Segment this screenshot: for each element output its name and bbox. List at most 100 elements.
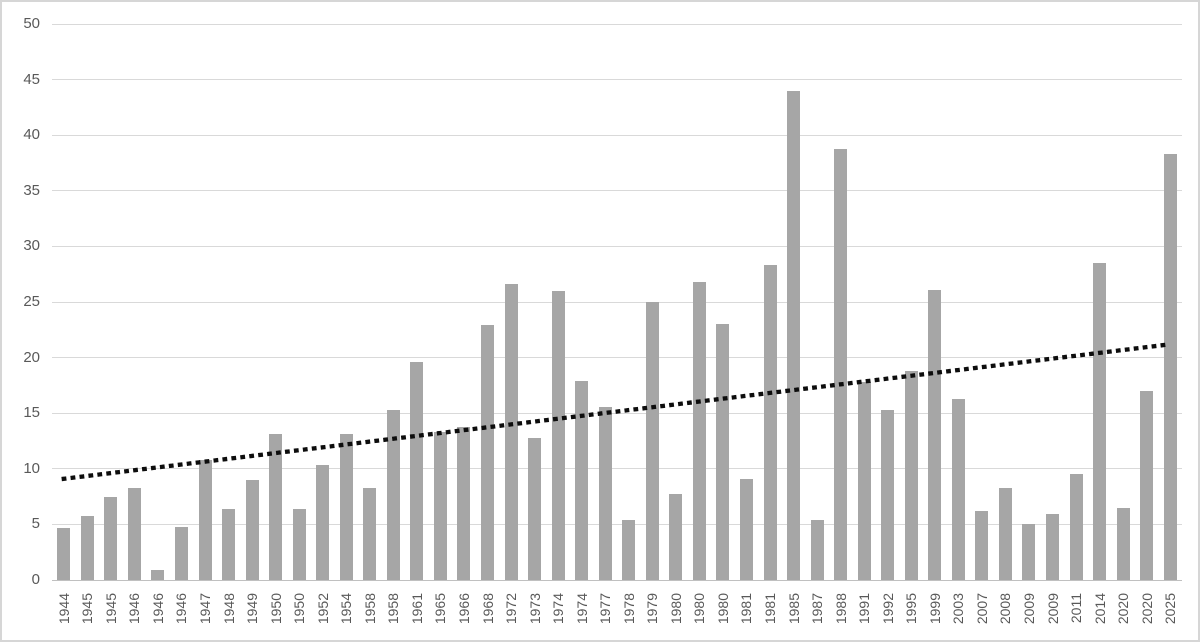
bar-1958-13 [363, 487, 377, 580]
gridline [52, 468, 1182, 470]
bar-1992-35 [881, 409, 895, 580]
bar-2014-44 [1093, 263, 1107, 580]
bar-1944-0 [57, 527, 71, 580]
x-axis-tick-label: 1965 [432, 593, 449, 625]
x-axis-tick-label: 1946 [149, 593, 166, 625]
bar-1949-8 [245, 479, 259, 580]
y-axis-tick-label: 50 [23, 15, 40, 32]
x-axis-tick-label: 1981 [738, 593, 755, 625]
x-axis-tick-label: 1977 [597, 593, 614, 625]
x-axis-tick-label: 1988 [832, 593, 849, 625]
bar-1988-33 [834, 148, 848, 580]
x-axis-tick-label: 1949 [244, 593, 261, 625]
x-axis-tick-label: 1950 [291, 593, 308, 625]
bar-1974-22 [575, 380, 589, 580]
bar-1948-7 [222, 508, 236, 580]
x-axis-tick-label: 1987 [809, 593, 826, 625]
x-axis-tick-label: 1978 [620, 593, 637, 625]
trendline [61, 341, 1173, 482]
y-axis-tick-label: 30 [23, 237, 40, 255]
bar-2008-40 [998, 487, 1012, 580]
x-axis-tick-label: 2020 [1138, 593, 1155, 625]
x-axis-line [52, 579, 1182, 581]
bar-2007-39 [975, 511, 989, 580]
bar-1954-12 [339, 434, 353, 580]
x-axis-tick-label: 1979 [644, 593, 661, 625]
bar-1947-6 [198, 459, 212, 580]
bar-2003-38 [951, 398, 965, 580]
bar-1961-15 [410, 362, 424, 580]
bar-1965-16 [433, 432, 447, 580]
bar-1952-11 [316, 465, 330, 580]
x-axis-tick-label: 1980 [691, 593, 708, 625]
bar-1991-34 [857, 382, 871, 580]
gridline [52, 134, 1182, 136]
bar-2020-45 [1116, 507, 1130, 580]
x-axis-tick-label: 1991 [856, 593, 873, 625]
y-axis-tick-label: 40 [23, 126, 40, 144]
bar-1950-10 [292, 508, 306, 580]
x-axis-tick-label: 2007 [973, 593, 990, 625]
y-axis-tick-label: 45 [23, 70, 40, 88]
x-axis-tick-label: 1968 [479, 593, 496, 625]
bar-2009-42 [1046, 514, 1060, 580]
bar-2020-46 [1140, 390, 1154, 580]
x-axis-tick-label: 1980 [714, 593, 731, 625]
x-axis-tick-label: 1944 [55, 593, 72, 625]
y-axis-tick-label: 35 [23, 181, 40, 199]
x-axis-tick-label: 1958 [385, 593, 402, 625]
gridline [52, 523, 1182, 525]
x-axis-tick-label: 1950 [267, 593, 284, 625]
x-axis-tick-label: 2025 [1162, 593, 1179, 625]
y-axis-tick-label: 20 [23, 348, 40, 366]
x-axis-tick-label: 1992 [879, 593, 896, 625]
x-axis-tick-label: 1985 [785, 593, 802, 625]
x-axis-tick-label: 1995 [903, 593, 920, 625]
x-axis-tick-label: 1972 [503, 593, 520, 625]
x-axis-tick-label: 1966 [455, 593, 472, 625]
bar-1950-9 [269, 434, 283, 580]
x-axis-tick-label: 1980 [667, 593, 684, 625]
gridline [52, 301, 1182, 303]
x-axis-tick-label: 1974 [573, 593, 590, 625]
y-axis-tick-label: 5 [31, 515, 40, 533]
x-axis-tick-label: 1948 [220, 593, 237, 625]
bar-1973-20 [528, 437, 542, 580]
x-axis-tick-label: 1974 [550, 593, 567, 625]
x-axis-tick-label: 2009 [1044, 593, 1061, 625]
gridline [52, 190, 1182, 192]
y-axis-tick-label: 15 [23, 404, 40, 422]
bar-1979-25 [645, 302, 659, 580]
bar-1980-27 [692, 281, 706, 580]
x-axis-tick-label: 2003 [950, 593, 967, 625]
x-axis-tick-label: 2009 [1020, 593, 1037, 625]
bar-1985-31 [787, 90, 801, 580]
bar-1946-3 [127, 487, 141, 580]
x-axis-tick-label: 1981 [762, 593, 779, 625]
bar-1977-23 [598, 406, 612, 580]
x-axis-tick-label: 1946 [126, 593, 143, 625]
x-axis-tick-label: 1999 [926, 593, 943, 625]
bar-2025-47 [1163, 154, 1177, 580]
bar-1995-36 [904, 370, 918, 580]
x-axis-tick-label: 2011 [1068, 593, 1085, 624]
gridline [52, 79, 1182, 81]
bar-1968-18 [481, 325, 495, 580]
bar-1980-26 [669, 494, 683, 580]
bar-1946-5 [174, 526, 188, 580]
bar-1981-30 [763, 265, 777, 580]
x-axis-tick-label: 1958 [361, 593, 378, 625]
x-axis-tick-label: 1945 [102, 593, 119, 625]
x-axis-tick-label: 2008 [997, 593, 1014, 625]
bar-1946-4 [151, 569, 165, 580]
x-axis-tick-label: 1961 [408, 593, 425, 625]
bar-1974-21 [551, 290, 565, 580]
bar-1980-28 [716, 324, 730, 580]
x-axis-tick-label: 1954 [338, 593, 355, 625]
x-axis-tick-label: 1947 [197, 593, 214, 625]
bar-1958-14 [386, 409, 400, 580]
x-axis-tick-label: 2014 [1091, 593, 1108, 625]
y-axis-tick-label: 10 [23, 459, 40, 477]
bar-1972-19 [504, 284, 518, 580]
